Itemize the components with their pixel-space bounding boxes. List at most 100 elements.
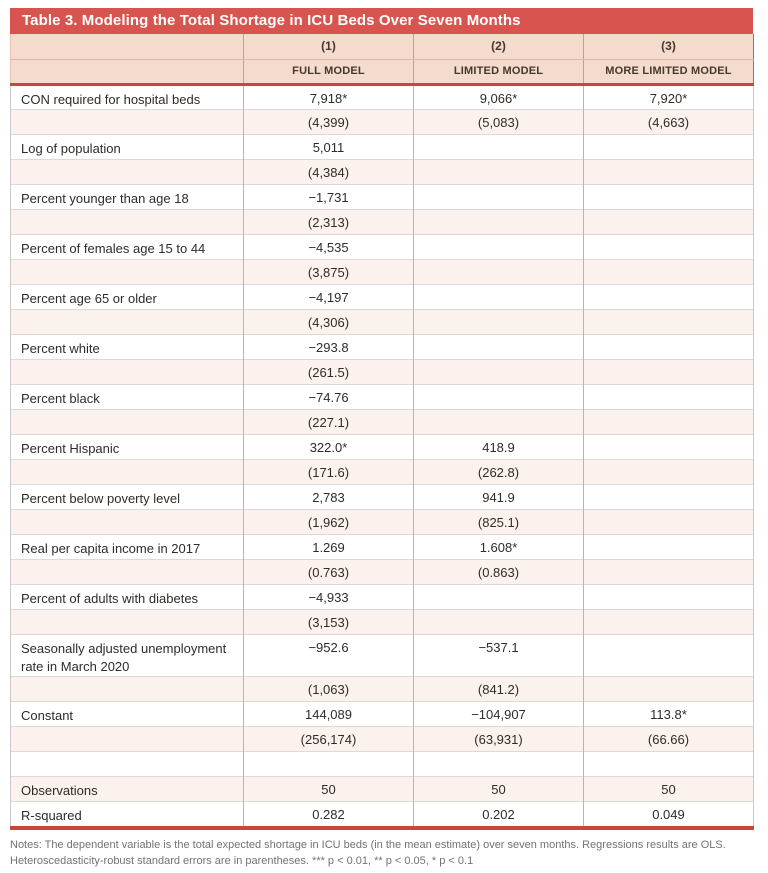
- cell-value: −4,197: [243, 284, 414, 310]
- cell-value: [583, 234, 754, 260]
- cell-value: [583, 676, 754, 702]
- cell-value: [413, 134, 584, 160]
- row-label: Real per capita income in 2017: [10, 534, 244, 560]
- row-label: [10, 209, 244, 235]
- cell-value: −952.6: [243, 634, 414, 677]
- cell-value: [413, 159, 584, 185]
- row-label: R-squared: [10, 801, 244, 830]
- cell-value: (261.5): [243, 359, 414, 385]
- table-title: Table 3. Modeling the Total Shortage in …: [22, 12, 521, 29]
- cell-value: [583, 284, 754, 310]
- column-number: (2): [413, 34, 584, 60]
- cell-value: 322.0*: [243, 434, 414, 460]
- cell-value: [413, 334, 584, 360]
- cell-value: 941.9: [413, 484, 584, 510]
- table-row: Percent of adults with diabetes −4,933: [10, 584, 754, 610]
- cell-value: [583, 309, 754, 335]
- cell-value: [413, 209, 584, 235]
- table-row: Constant 144,089 −104,907 113.8*: [10, 701, 754, 727]
- table-row: Percent below poverty level 2,783 941.9: [10, 484, 754, 510]
- cell-value: (1,063): [243, 676, 414, 702]
- cell-value: [583, 484, 754, 510]
- table-row: Observations 50 50 50: [10, 776, 754, 802]
- cell-value: [583, 159, 754, 185]
- cell-value: (63,931): [413, 726, 584, 752]
- cell-value: [583, 559, 754, 585]
- cell-value: [583, 609, 754, 635]
- cell-value: [413, 409, 584, 435]
- cell-value: −104,907: [413, 701, 584, 727]
- cell-value: [413, 359, 584, 385]
- column-name: LIMITED MODEL: [413, 59, 584, 86]
- cell-value: [583, 209, 754, 235]
- table-row: CON required for hospital beds 7,918* 9,06…: [10, 83, 754, 110]
- cell-value: (4,384): [243, 159, 414, 185]
- cell-value: 7,918*: [243, 83, 414, 110]
- table-notes: Notes: The dependent variable is the tot…: [10, 838, 726, 868]
- row-label: [10, 559, 244, 585]
- cell-value: (256,174): [243, 726, 414, 752]
- cell-value: [583, 184, 754, 210]
- cell-value: −293.8: [243, 334, 414, 360]
- row-label: [10, 159, 244, 185]
- cell-value: (227.1): [243, 409, 414, 435]
- cell-value: 0.202: [413, 801, 584, 830]
- row-label: Log of population: [10, 134, 244, 160]
- table-row: (3,875): [10, 259, 754, 285]
- row-label: Observations: [10, 776, 244, 802]
- cell-value: [583, 409, 754, 435]
- column-name: FULL MODEL: [243, 59, 414, 86]
- row-label: Percent Hispanic: [10, 434, 244, 460]
- data-table: (1) (2) (3) FULL MODEL LIMITED MODEL MOR…: [10, 34, 754, 830]
- cell-value: [413, 584, 584, 610]
- row-label: [10, 726, 244, 752]
- row-label: [10, 459, 244, 485]
- row-label: Constant: [10, 701, 244, 727]
- cell-value: [413, 234, 584, 260]
- row-label: [10, 509, 244, 535]
- cell-value: [583, 584, 754, 610]
- row-label: Percent age 65 or older: [10, 284, 244, 310]
- cell-value: 144,089: [243, 701, 414, 727]
- cell-value: (4,306): [243, 309, 414, 335]
- table-row: Percent age 65 or older −4,197: [10, 284, 754, 310]
- table-title-bar: Table 3. Modeling the Total Shortage in …: [10, 8, 753, 34]
- cell-value: [583, 384, 754, 410]
- cell-value: 113.8*: [583, 701, 754, 727]
- cell-value: 0.282: [243, 801, 414, 830]
- row-label: CON required for hospital beds: [10, 83, 244, 110]
- cell-value: (262.8): [413, 459, 584, 485]
- table-row: (261.5): [10, 359, 754, 385]
- cell-value: (0.763): [243, 559, 414, 585]
- regression-table: Table 3. Modeling the Total Shortage in …: [10, 8, 754, 870]
- header-corner-cell: [10, 34, 244, 60]
- cell-value: [413, 609, 584, 635]
- table-row: (2,313): [10, 209, 754, 235]
- cell-value: (3,875): [243, 259, 414, 285]
- cell-value: [583, 634, 754, 677]
- row-label: Percent white: [10, 334, 244, 360]
- cell-value: [583, 459, 754, 485]
- table-row: Seasonally adjusted unemployment rate in…: [10, 634, 754, 677]
- table-row: (4,399) (5,083) (4,663): [10, 109, 754, 135]
- table-row: (227.1): [10, 409, 754, 435]
- table-header: (1) (2) (3) FULL MODEL LIMITED MODEL MOR…: [10, 34, 754, 86]
- row-label: [10, 676, 244, 702]
- cell-value: [583, 334, 754, 360]
- table-row: Percent younger than age 18 −1,731: [10, 184, 754, 210]
- row-label: Percent black: [10, 384, 244, 410]
- cell-value: (0.863): [413, 559, 584, 585]
- cell-value: (5,083): [413, 109, 584, 135]
- cell-value: (4,663): [583, 109, 754, 135]
- table-row: Real per capita income in 2017 1.269 1.608…: [10, 534, 754, 560]
- cell-value: [413, 184, 584, 210]
- cell-value: [583, 534, 754, 560]
- row-label: [10, 109, 244, 135]
- cell-value: [413, 751, 584, 777]
- table-row: (1,063) (841.2): [10, 676, 754, 702]
- table-row: (3,153): [10, 609, 754, 635]
- cell-value: 50: [413, 776, 584, 802]
- table-row: Percent black −74.76: [10, 384, 754, 410]
- table-row: Percent Hispanic 322.0* 418.9: [10, 434, 754, 460]
- table-row: Percent of females age 15 to 44 −4,535: [10, 234, 754, 260]
